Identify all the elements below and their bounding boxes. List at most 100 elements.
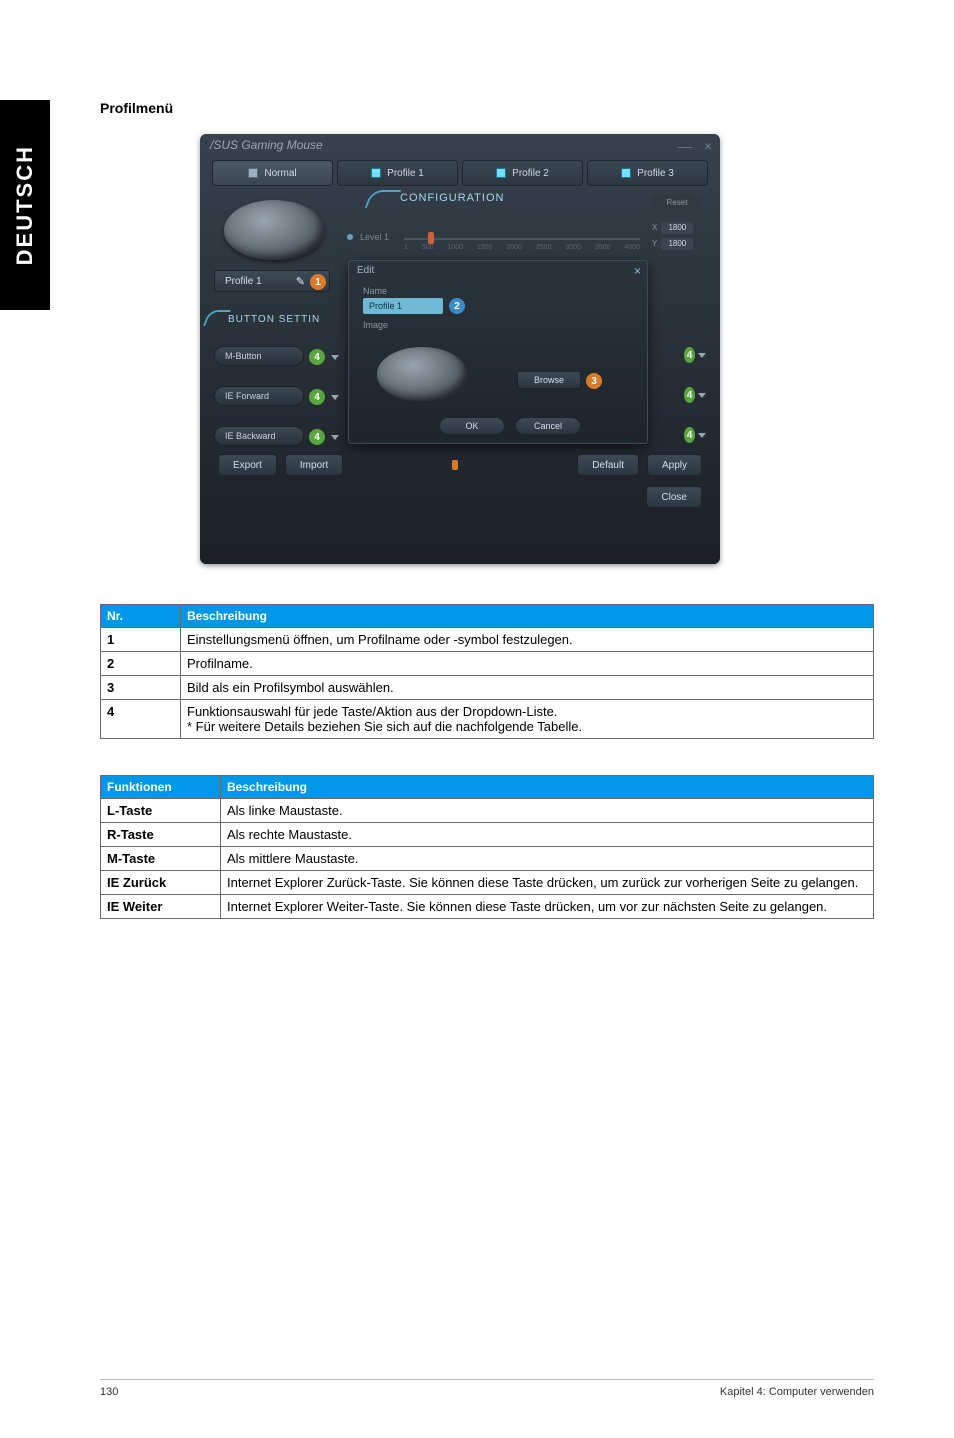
tick: 1500 (477, 244, 493, 251)
tick: 4000 (624, 244, 640, 251)
table-header-row: Funktionen Beschreibung (101, 776, 874, 799)
edit-dialog-title: Edit × (349, 261, 647, 280)
dpi-y-box: 1800 (661, 238, 693, 250)
cell-key: M-Taste (101, 847, 221, 871)
chapter-label: Kapitel 4: Computer verwenden (720, 1386, 874, 1398)
configuration-heading: CONFIGURATION (400, 192, 504, 204)
footer-buttons: Export Import Default Apply (200, 454, 720, 476)
cell-desc: Als linke Maustaste. (221, 799, 874, 823)
mouse-preview-icon (224, 200, 324, 260)
cell-desc: Profilname. (181, 652, 874, 676)
table-row: M-TasteAls mittlere Maustaste. (101, 847, 874, 871)
cell-desc: Internet Explorer Zurück-Taste. Sie könn… (221, 871, 874, 895)
dropdown-caret-icon[interactable] (331, 435, 339, 440)
dpi-x-box: 1800 (661, 222, 693, 234)
section-title: Profilmenü (100, 100, 874, 116)
cell-desc: Internet Explorer Weiter-Taste. Sie könn… (221, 895, 874, 919)
edit-profile-dialog: Edit × Name Profile 1 2 Image Browse 3 O… (348, 260, 648, 444)
table-row: 3Bild als ein Profilsymbol auswählen. (101, 676, 874, 700)
table-row: IE ZurückInternet Explorer Zurück-Taste.… (101, 871, 874, 895)
table-row: L-TasteAls linke Maustaste. (101, 799, 874, 823)
edit-close-icon[interactable]: × (634, 264, 641, 278)
tab-p1-label: Profile 1 (387, 168, 424, 179)
dpi-slider-ticks: 1 500 1000 1500 2000 2500 3000 3500 4000 (404, 244, 640, 251)
import-button[interactable]: Import (285, 454, 343, 476)
tick: 2000 (506, 244, 522, 251)
default-button[interactable]: Default (577, 454, 639, 476)
edit-image-label: Image (363, 320, 647, 330)
dpi-slider-track[interactable] (404, 238, 640, 240)
close-icon[interactable]: × (704, 139, 712, 153)
dpi-slider-thumb[interactable] (428, 232, 434, 244)
dropdown-caret-icon[interactable] (698, 393, 706, 398)
spacer (351, 454, 569, 476)
dpi-x-label: X (652, 223, 657, 232)
profile-tabs: Normal Profile 1 Profile 2 Profile 3 (200, 160, 720, 186)
assign-m-button[interactable]: M-Button 4 (214, 346, 304, 366)
pencil-icon[interactable]: ✎ (296, 275, 305, 288)
right-drop-1: 4 (684, 346, 706, 364)
table-row: 4Funktionsauswahl für jede Taste/Aktion … (101, 700, 874, 739)
tab-profile1[interactable]: Profile 1 (337, 160, 458, 186)
callout-4a: 4 (309, 349, 325, 365)
edit-name-input[interactable]: Profile 1 (363, 298, 443, 314)
callout-4f: 4 (684, 427, 695, 443)
window-title: /SUS Gaming Mouse (210, 138, 323, 152)
button-setting-heading: BUTTON SETTIN (228, 314, 320, 325)
tick: 500 (422, 244, 434, 251)
tab-normal-label: Normal (264, 168, 296, 179)
browse-button[interactable]: Browse 3 (517, 371, 581, 389)
tick: 3000 (565, 244, 581, 251)
reset-button[interactable]: Reset (652, 194, 702, 210)
ok-button[interactable]: OK (439, 417, 505, 435)
table-row: R-TasteAls rechte Maustaste. (101, 823, 874, 847)
edit-dialog-title-label: Edit (357, 265, 374, 276)
assign-m-button-label: M-Button (225, 351, 262, 361)
dropdown-caret-icon[interactable] (698, 433, 706, 438)
dropdown-caret-icon[interactable] (331, 395, 339, 400)
assign-ie-forward-label: IE Forward (225, 391, 269, 401)
tab-normal[interactable]: Normal (212, 160, 333, 186)
cell-nr: 2 (101, 652, 181, 676)
profile-pill-label: Profile 1 (225, 276, 262, 287)
cancel-button[interactable]: Cancel (515, 417, 581, 435)
export-button[interactable]: Export (218, 454, 277, 476)
tab-p3-icon (621, 168, 631, 178)
dpi-y-value: Y1800 (652, 238, 702, 250)
tab-p1-icon (371, 168, 381, 178)
app-window: /SUS Gaming Mouse — × Normal Profile 1 P… (200, 134, 720, 564)
profile-pill[interactable]: Profile 1 ✎ 1 (214, 270, 330, 292)
edit-name-label: Name (363, 286, 647, 296)
dropdown-caret-icon[interactable] (698, 353, 706, 358)
dpi-level-row: Level 1 1 500 1000 1500 2000 2500 3000 3… (360, 226, 702, 256)
cell-key: R-Taste (101, 823, 221, 847)
assign-ie-backward[interactable]: IE Backward 4 (214, 426, 304, 446)
cell-key: IE Zurück (101, 871, 221, 895)
page-footer: 130 Kapitel 4: Computer verwenden (100, 1379, 874, 1398)
cell-desc: Bild als ein Profilsymbol auswählen. (181, 676, 874, 700)
dpi-x-value: X 1800 (652, 222, 702, 234)
tick: 2500 (536, 244, 552, 251)
right-drop-3: 4 (684, 426, 706, 444)
language-tab: DEUTSCH (0, 100, 50, 310)
tick: 1000 (447, 244, 463, 251)
minimize-icon[interactable]: — (678, 139, 692, 153)
browse-button-label: Browse (534, 375, 564, 385)
th-funktionen: Funktionen (101, 776, 221, 799)
tab-profile2[interactable]: Profile 2 (462, 160, 583, 186)
close-button[interactable]: Close (646, 486, 702, 508)
table-row: 1Einstellungsmenü öffnen, um Profilname … (101, 628, 874, 652)
dropdown-caret-icon[interactable] (331, 355, 339, 360)
callout-4b: 4 (309, 389, 325, 405)
cell-nr: 3 (101, 676, 181, 700)
tab-profile3[interactable]: Profile 3 (587, 160, 708, 186)
callout-4d: 4 (684, 347, 695, 363)
close-row: Close (646, 486, 702, 508)
button-setting-swoosh-icon (203, 310, 231, 326)
apply-button[interactable]: Apply (647, 454, 702, 476)
page-number: 130 (100, 1386, 118, 1398)
callout-2: 2 (449, 298, 465, 314)
assign-ie-forward[interactable]: IE Forward 4 (214, 386, 304, 406)
cell-desc: Als rechte Maustaste. (221, 823, 874, 847)
level-radio-icon[interactable] (346, 233, 354, 241)
